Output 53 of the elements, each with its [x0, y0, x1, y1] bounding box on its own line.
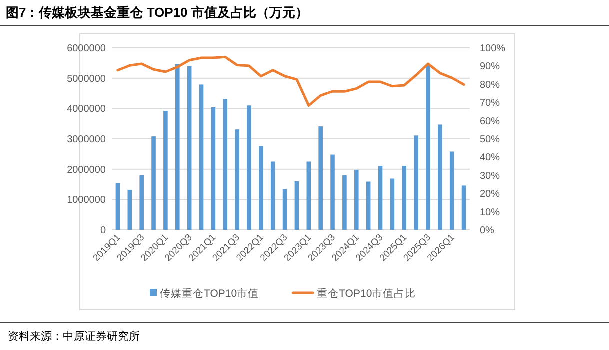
bar [152, 136, 156, 230]
bar [282, 189, 288, 230]
legend-label: 传媒重仓TOP10市值 [160, 287, 260, 300]
y-tick-label: 5000000 [67, 74, 106, 85]
bar [187, 66, 192, 230]
bar [366, 182, 371, 230]
bar [306, 162, 312, 230]
y2-tick-label: 80% [480, 80, 500, 91]
y-tick-label: 1000000 [67, 195, 106, 206]
bar [426, 64, 430, 230]
bar [414, 136, 418, 230]
y2-tick-label: 60% [480, 116, 500, 128]
bar [235, 130, 240, 230]
y-tick-label: 4000000 [67, 104, 106, 116]
y2-tick-label: 100% [480, 44, 506, 54]
line-series [116, 56, 466, 107]
y2-tick-label: 10% [480, 207, 500, 218]
y2-tick-label: 40% [480, 152, 500, 164]
text: 资料来源：中原证券研究所 [8, 330, 140, 343]
bar [116, 183, 120, 230]
bar [462, 186, 466, 230]
bar [223, 99, 228, 230]
bar [294, 181, 300, 230]
bar [438, 124, 442, 230]
y2-tick-label: 0% [480, 226, 495, 236]
y-tick-label: 0 [100, 226, 106, 236]
y2-tick-label: 30% [480, 170, 500, 182]
bar [128, 190, 132, 230]
y2-tick-label: 90% [480, 62, 500, 73]
legend-label: 重仓TOP10市值占比 [317, 287, 416, 300]
bar [259, 146, 264, 230]
bar [175, 64, 180, 230]
y2-tick-label: 70% [480, 98, 500, 110]
bar [247, 106, 252, 230]
bar [450, 152, 454, 230]
bar [318, 126, 323, 230]
bar [354, 170, 359, 230]
bar [211, 107, 216, 230]
bar [199, 84, 204, 230]
bar [270, 162, 276, 230]
y-tick-label: 2000000 [67, 164, 106, 176]
bar [330, 154, 335, 230]
bar [164, 111, 168, 230]
y2-tick-label: 20% [480, 189, 500, 200]
y-tick-label: 6000000 [67, 44, 106, 54]
bar [140, 175, 144, 230]
bar [402, 166, 407, 230]
y-tick-label: 3000000 [67, 134, 106, 146]
y2-tick-label: 50% [480, 134, 500, 146]
chart-title: 图7：传媒板块基金重仓 TOP10 市值及占比（万元） [6, 5, 308, 20]
bar [342, 175, 347, 230]
bar [390, 178, 395, 230]
bar [378, 166, 383, 230]
